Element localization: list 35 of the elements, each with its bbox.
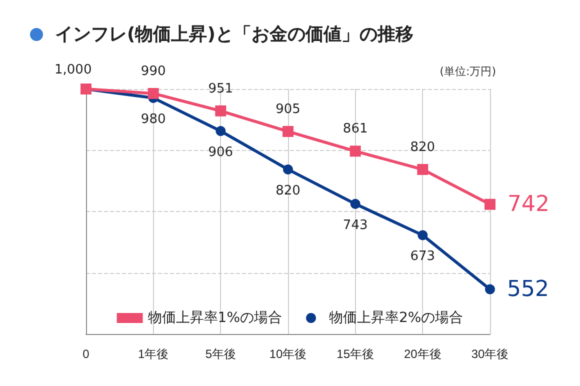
x-tick-label: 5年後 bbox=[205, 347, 236, 361]
data-label: 743 bbox=[342, 218, 368, 233]
x-tick-label: 1年後 bbox=[138, 347, 169, 361]
point bbox=[417, 164, 428, 175]
x-tick-label: 30年後 bbox=[471, 347, 509, 361]
point bbox=[282, 126, 294, 137]
data-label: 552 bbox=[507, 276, 549, 302]
point bbox=[350, 146, 361, 157]
data-label: 990 bbox=[140, 64, 166, 79]
legend-label: 物価上昇率2%の場合 bbox=[329, 310, 464, 326]
data-label: 905 bbox=[276, 102, 300, 117]
point bbox=[283, 164, 293, 174]
text: (単位:万円) bbox=[440, 64, 496, 79]
point bbox=[216, 126, 226, 136]
point bbox=[350, 198, 360, 209]
point bbox=[148, 88, 159, 99]
data-label: 673 bbox=[410, 249, 436, 264]
data-label: 906 bbox=[208, 145, 234, 160]
data-label: 861 bbox=[342, 122, 368, 137]
data-label: 951 bbox=[208, 81, 234, 96]
data-label: 820 bbox=[410, 140, 436, 155]
chart-title: インフレ(物価上昇)と「お金の価値」の推移 bbox=[55, 23, 414, 46]
data-label: 980 bbox=[140, 112, 166, 127]
x-tick-label: 20年後 bbox=[404, 347, 442, 361]
data-label: 820 bbox=[276, 183, 300, 198]
point bbox=[485, 284, 495, 294]
data-label: 742 bbox=[508, 192, 550, 217]
point bbox=[484, 198, 496, 210]
point bbox=[418, 230, 428, 240]
x-tick-label: 10年後 bbox=[269, 347, 307, 361]
legend-label: 物価上昇率1%の場合 bbox=[148, 310, 282, 326]
point bbox=[215, 105, 226, 116]
data-label: 1,000 bbox=[54, 62, 92, 78]
x-tick-label: 0 bbox=[82, 347, 90, 361]
x-tick-label: 15年後 bbox=[336, 347, 374, 361]
